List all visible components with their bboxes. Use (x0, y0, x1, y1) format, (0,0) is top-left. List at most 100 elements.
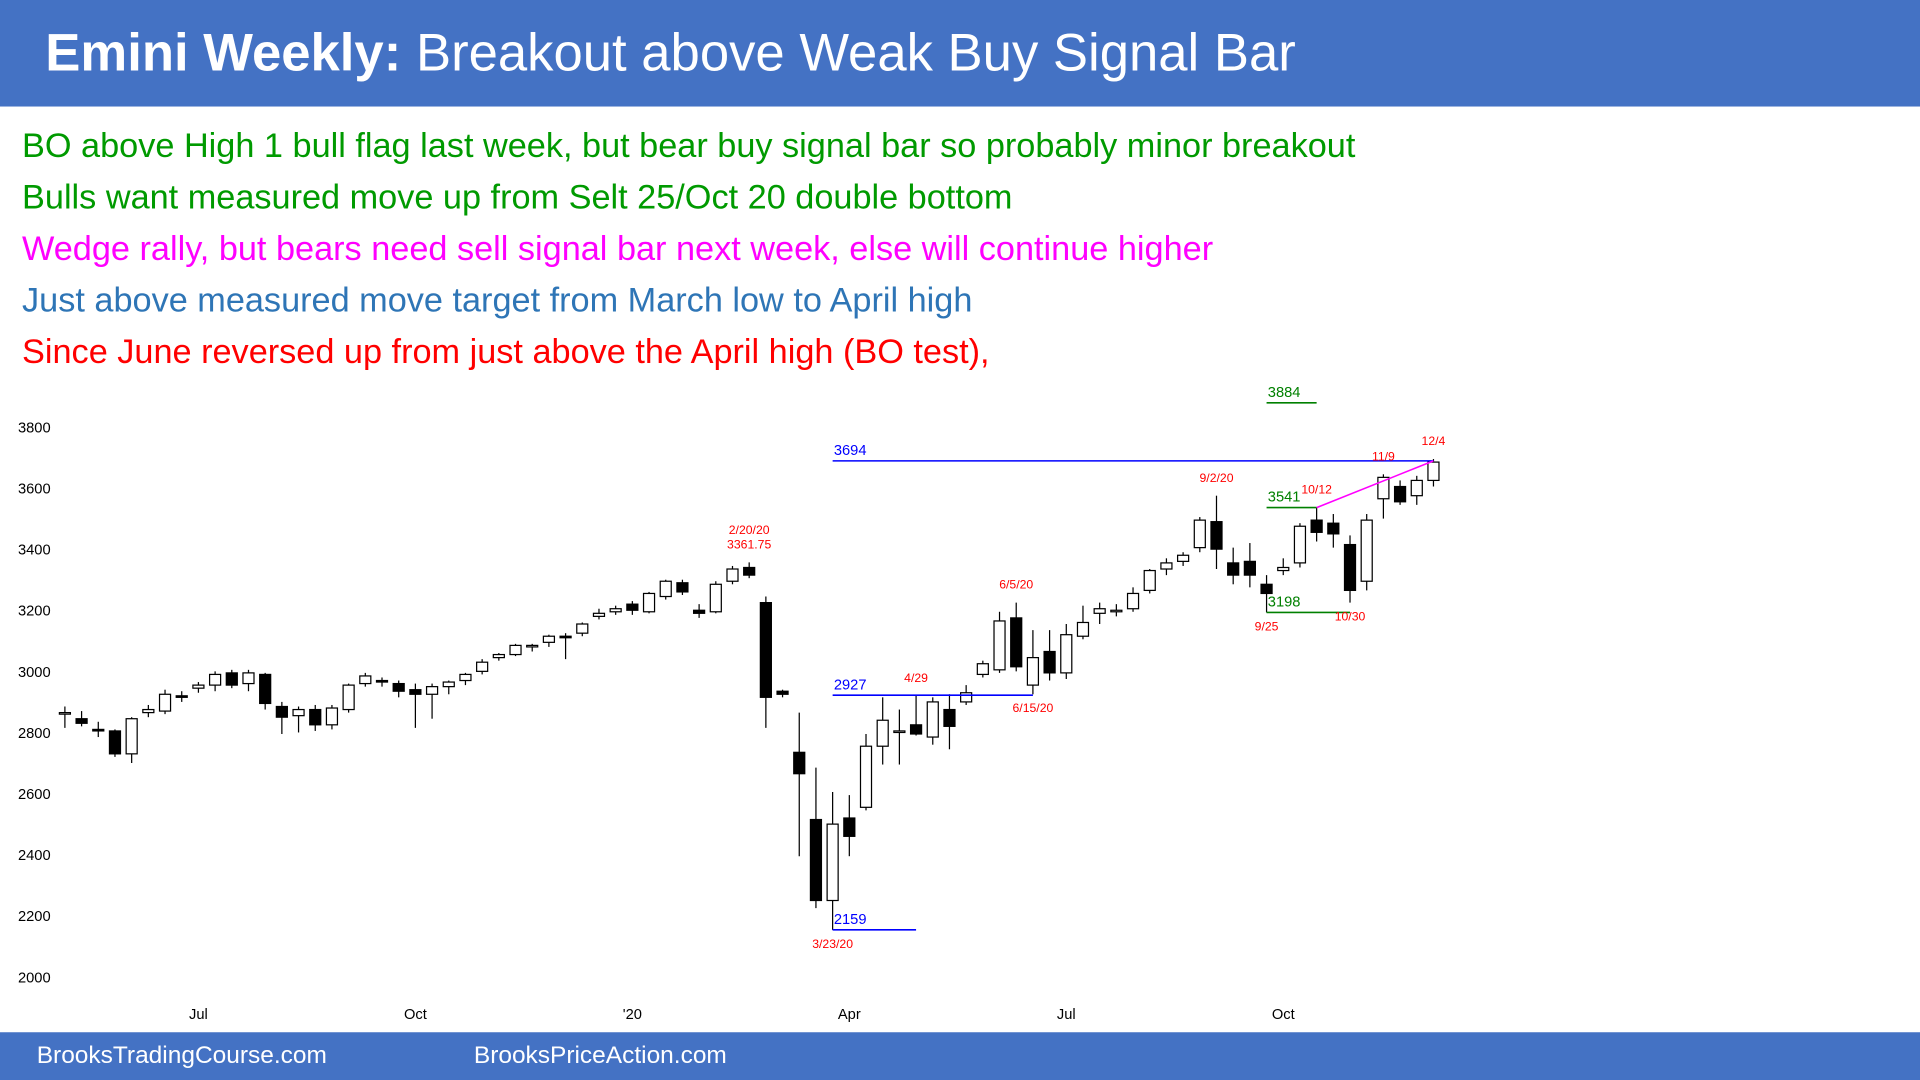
candle-body (609, 608, 622, 613)
candle-body (1193, 519, 1206, 549)
candle-body (759, 602, 772, 698)
candle-body (192, 684, 205, 689)
candle-body (1377, 476, 1390, 500)
candle-body (1260, 583, 1273, 595)
x-tick-label: Oct (1272, 1007, 1295, 1023)
level-label: 2159 (834, 912, 867, 928)
note: Bulls want measured move up from Selt 25… (22, 179, 1012, 217)
candle-body (676, 582, 689, 593)
candle-body (1277, 566, 1290, 572)
candle-body (1043, 650, 1056, 674)
level-label: 3541 (1268, 490, 1301, 506)
header-bar (0, 0, 1920, 107)
candle-body (1160, 562, 1173, 570)
candle-body (1010, 617, 1023, 668)
candle-body (58, 711, 72, 715)
candle-body (809, 818, 823, 902)
y-tick-label: 3800 (18, 420, 51, 436)
candle-body (175, 695, 188, 698)
candle-body (559, 635, 572, 639)
candle-body (893, 730, 906, 734)
annotation: 9/2/20 (1199, 471, 1233, 485)
x-tick-label: Apr (838, 1007, 861, 1023)
candle-body (509, 644, 522, 656)
candle-body (459, 673, 472, 682)
annotation: 3/23/20 (812, 937, 853, 951)
candle-body (292, 708, 305, 717)
footer: BrooksTradingCourse.com BrooksPriceAction… (37, 1042, 727, 1069)
candle-body (1176, 554, 1190, 562)
candle-body (709, 583, 722, 613)
candle-body (659, 580, 672, 598)
chart: 2000 2200 2400 2600 2800 3000 3200 3400 3600 3800… (18, 385, 1446, 1023)
level-label: 3198 (1268, 594, 1301, 610)
annotation: 9/25 (1255, 619, 1279, 633)
candle-body (960, 692, 973, 703)
candle-body (442, 681, 455, 688)
y-tick-label: 3200 (18, 604, 51, 620)
candle-body (92, 728, 105, 732)
candle-body (342, 684, 355, 711)
x-tick-label: '20 (623, 1007, 642, 1023)
candle-body (1093, 608, 1106, 614)
x-tick-label: Oct (404, 1007, 427, 1023)
candle-body (826, 823, 839, 902)
annotation: 6/5/20 (999, 578, 1033, 592)
note: Just above measured move target from Mar… (22, 282, 972, 320)
level-label: 3694 (834, 443, 867, 459)
candle-body (242, 672, 255, 685)
candle-body (1210, 521, 1223, 550)
candle-body (225, 672, 238, 686)
candle-body (1310, 519, 1323, 533)
candle-body (626, 603, 639, 611)
annotation: 2/20/20 (729, 523, 770, 537)
candle-body (1026, 656, 1040, 686)
candle-body (476, 661, 489, 672)
y-tick-label: 3000 (18, 665, 51, 681)
candle-body (1360, 519, 1373, 582)
candle-body (1427, 461, 1440, 482)
y-tick-label: 3600 (18, 481, 51, 497)
annotation: 10/12 (1301, 483, 1332, 497)
candle-body (409, 689, 422, 695)
footer-text: BrooksPriceAction.com (474, 1042, 727, 1069)
y-tick-label: 2400 (18, 848, 51, 864)
candle-body (843, 817, 856, 837)
candle-body (75, 718, 88, 724)
note: BO above High 1 bull flag last week, but… (22, 127, 1356, 165)
footer-text: BrooksTradingCourse.com (37, 1042, 327, 1069)
candle-body (1243, 560, 1256, 576)
candle-body (542, 635, 556, 643)
note: Wedge rally, but bears need sell signal … (22, 230, 1213, 268)
candle-body (142, 708, 155, 714)
candle-body (793, 751, 806, 775)
level-label: 2927 (834, 677, 867, 693)
candle-body (108, 730, 122, 755)
candle-body (642, 592, 656, 613)
candle-body (1343, 543, 1357, 592)
title-rest: Breakout above Weak Buy Signal Bar (416, 23, 1296, 82)
candle-body (1393, 485, 1407, 503)
candle-body (492, 653, 505, 659)
candle-body (158, 693, 172, 712)
candle-body (576, 623, 589, 634)
annotation: 3361.75 (727, 537, 771, 551)
candle-body (692, 609, 706, 614)
annotation: 12/4 (1422, 434, 1446, 448)
annotation: 10/30 (1335, 610, 1366, 624)
candle-body (1143, 569, 1156, 592)
footer-bar (0, 1032, 1920, 1080)
candle-body (1126, 592, 1140, 610)
candle-body (1076, 621, 1090, 637)
candle-body (392, 682, 405, 692)
slide-title: Emini Weekly: Breakout above Weak Buy Sig… (45, 23, 1295, 82)
candle-body (776, 690, 789, 695)
candle-body (1327, 522, 1340, 535)
candle-body (1227, 562, 1240, 576)
candle-body (993, 620, 1006, 671)
y-tick-label: 2600 (18, 787, 51, 803)
candle-body (909, 724, 923, 735)
candle-body (208, 673, 222, 686)
candle-body (375, 679, 389, 683)
